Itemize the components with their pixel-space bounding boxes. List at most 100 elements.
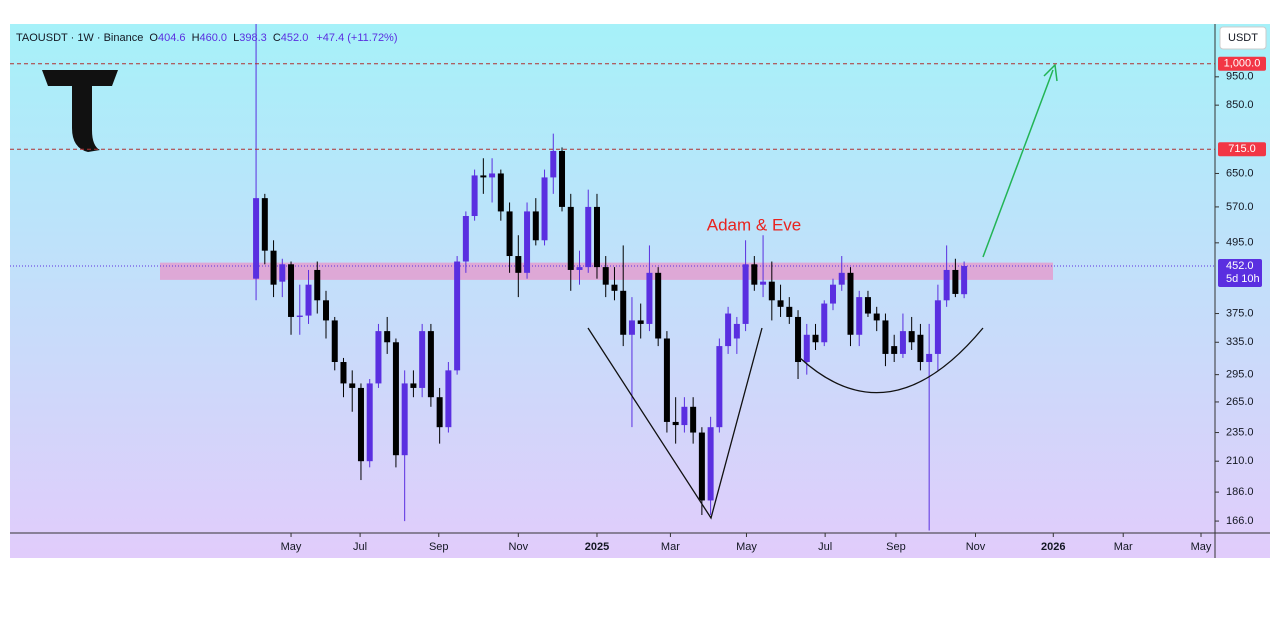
open-value: 404.6	[158, 32, 186, 44]
x-tick-label: May	[736, 541, 757, 553]
x-tick-label: Nov	[966, 541, 986, 553]
candle-body	[515, 256, 522, 273]
candle-body	[366, 383, 373, 462]
low-value: 398.3	[239, 32, 267, 44]
last-price-badge	[1218, 258, 1262, 287]
candle-body	[279, 264, 286, 282]
candle-body	[559, 150, 566, 207]
candle-body	[628, 320, 635, 335]
close-value: 452.0	[281, 32, 309, 44]
candle-body	[506, 211, 513, 257]
candle-body	[261, 198, 268, 251]
level-badge	[1218, 142, 1266, 157]
candle-body	[392, 342, 399, 456]
candle-body	[742, 264, 749, 324]
candle-body	[454, 261, 461, 371]
candle-body	[873, 313, 880, 321]
y-tick-label: 335.0	[1226, 336, 1254, 348]
candle-body	[550, 150, 557, 178]
y-tick-label: 235.0	[1226, 426, 1254, 438]
candle-body	[445, 370, 452, 428]
y-tick-label: 950.0	[1226, 71, 1254, 83]
x-tick-label: Mar	[1114, 541, 1133, 553]
high-label: H	[192, 32, 200, 44]
annotation: Adam & Eve	[707, 215, 802, 234]
x-tick-label: May	[1191, 541, 1212, 553]
candle-body	[305, 284, 312, 316]
x-tick-label: May	[281, 541, 302, 553]
candle-body	[934, 300, 941, 354]
candle-body	[401, 383, 408, 456]
candle-body	[462, 216, 469, 262]
candle-body	[314, 269, 321, 301]
candle-body	[882, 320, 889, 354]
eve-curve-drawing	[799, 327, 984, 394]
y-tick-label: 570.0	[1226, 201, 1254, 213]
candle-body	[777, 300, 784, 307]
candle-body	[716, 346, 723, 428]
candle-body	[593, 206, 600, 268]
candle-body	[602, 267, 609, 285]
candle-body	[340, 362, 347, 384]
y-tick-label: 650.0	[1226, 167, 1254, 179]
x-tick-label: Jul	[353, 541, 367, 553]
candle-body	[471, 175, 478, 217]
candle-body	[427, 331, 434, 398]
symbol: TAOUSDT · 1W · Binance	[16, 32, 143, 44]
candle-body	[655, 272, 662, 339]
y-tick-label: 495.0	[1226, 237, 1254, 249]
close-label: C	[273, 32, 281, 44]
currency-box	[1219, 26, 1267, 50]
logo	[42, 70, 118, 152]
candle-body	[707, 427, 714, 501]
candle-body	[480, 175, 487, 178]
candle-body	[681, 406, 688, 426]
change: +47.4 (+11.72%)	[316, 32, 397, 44]
last-price-label: 452.0	[1226, 260, 1254, 272]
candle-body	[532, 211, 539, 241]
candle-body	[663, 338, 670, 422]
y-tick-label: 850.0	[1226, 99, 1254, 111]
target-arrow	[982, 69, 1054, 258]
level-badge	[1218, 56, 1266, 71]
candle-body	[323, 300, 330, 321]
candle-body	[497, 173, 504, 212]
candle-body	[567, 206, 574, 270]
x-tick-label: 2026	[1041, 541, 1065, 553]
candle-body	[768, 281, 775, 301]
candle-body	[899, 331, 906, 354]
legend-header: TAOUSDT · 1W · Binance O404.6 H460.0 L39…	[16, 32, 398, 44]
candle-body	[733, 323, 740, 339]
candle-body	[375, 331, 382, 384]
candle-body	[856, 297, 863, 335]
candle-body	[821, 303, 828, 343]
candle-body	[436, 397, 443, 428]
chart-background	[10, 24, 1270, 558]
candle-body	[760, 281, 767, 285]
high-value: 460.0	[200, 32, 228, 44]
candle-body	[384, 331, 391, 343]
candle-body	[961, 265, 968, 295]
low-label: L	[233, 32, 239, 44]
candle-body	[296, 315, 303, 317]
candle-body	[786, 306, 793, 317]
x-tick-label: Sep	[886, 541, 906, 553]
y-tick-label: 210.0	[1226, 455, 1254, 467]
candle-body	[891, 346, 898, 354]
countdown-label: 5d 10h	[1226, 273, 1260, 285]
candle-body	[698, 432, 705, 501]
candle-body	[812, 334, 819, 343]
y-tick-label: 375.0	[1226, 307, 1254, 319]
candle-body	[419, 331, 426, 388]
x-tick-label: Nov	[509, 541, 529, 553]
candle-body	[357, 387, 364, 462]
x-tick-label: Jul	[818, 541, 832, 553]
level-label: 715.0	[1228, 143, 1256, 155]
candle-body	[943, 269, 950, 301]
candle-body	[830, 284, 837, 304]
candle-body	[847, 272, 854, 335]
x-tick-label: Mar	[661, 541, 680, 553]
level-label: 1,000.0	[1224, 58, 1261, 70]
